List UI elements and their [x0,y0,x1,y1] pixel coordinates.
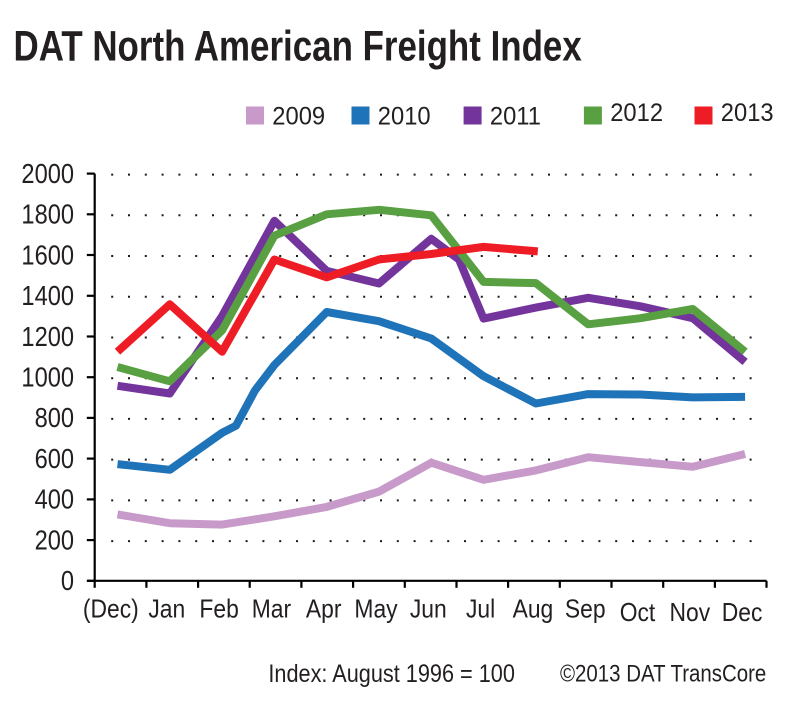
svg-text:400: 400 [35,485,74,515]
svg-text:Index: August 1996 = 100: Index: August 1996 = 100 [268,660,515,688]
svg-text:Jan: Jan [148,595,185,624]
svg-text:2013: 2013 [721,99,774,127]
svg-text:1200: 1200 [21,322,74,352]
svg-text:2011: 2011 [490,103,541,131]
svg-text:1800: 1800 [21,200,74,230]
svg-text:Dec: Dec [722,599,763,628]
svg-text:Oct: Oct [620,599,656,628]
svg-text:2000: 2000 [21,159,74,189]
svg-text:2009: 2009 [272,103,325,131]
svg-text:Jul: Jul [466,595,495,624]
svg-text:800: 800 [35,404,74,434]
svg-text:Apr: Apr [306,595,342,624]
svg-text:1000: 1000 [21,363,74,393]
svg-text:Aug: Aug [513,595,554,624]
svg-text:DAT North American Freight Ind: DAT North American Freight Index [14,23,582,70]
svg-text:May: May [354,595,398,624]
svg-text:Jun: Jun [410,595,447,624]
svg-text:1400: 1400 [21,282,74,312]
svg-text:Mar: Mar [252,595,291,624]
svg-text:0: 0 [61,567,74,597]
svg-text:(Dec): (Dec) [83,595,139,624]
svg-text:Sep: Sep [565,595,606,624]
svg-text:600: 600 [35,444,74,474]
svg-text:©2013 DAT TransCore: ©2013 DAT TransCore [560,660,766,687]
svg-text:2012: 2012 [610,99,663,127]
svg-text:Nov: Nov [669,599,710,628]
svg-text:1600: 1600 [21,241,74,271]
svg-text:200: 200 [35,526,74,556]
svg-text:2010: 2010 [378,103,431,131]
svg-text:Feb: Feb [199,595,238,624]
